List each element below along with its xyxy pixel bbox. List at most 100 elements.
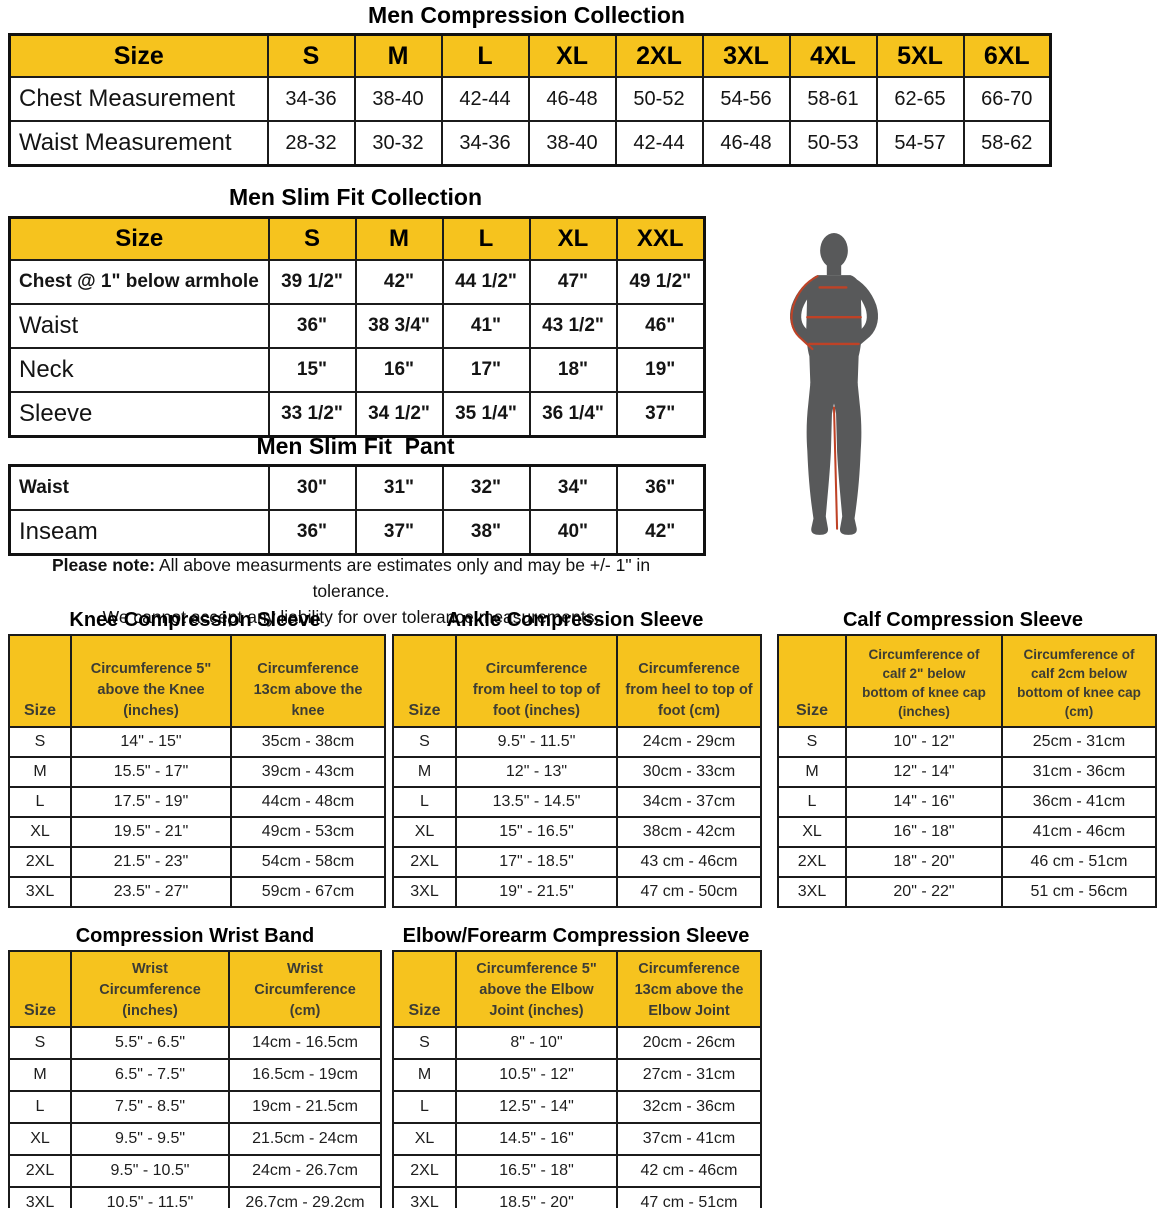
cell: 36 1/4" xyxy=(528,391,618,438)
cell: 24cm - 26.7cm xyxy=(228,1154,382,1188)
row-label: S xyxy=(8,1026,72,1060)
row-label: S xyxy=(392,726,457,758)
header-row: Size Circumference from heel to top of fo… xyxy=(392,634,762,728)
cell: 12.5" - 14" xyxy=(455,1090,618,1124)
ankle-sleeve-title: Ankle Compression Sleeve xyxy=(446,609,704,631)
column-header: 2XL xyxy=(614,33,704,78)
knee-sleeve-title: Knee Compression Sleeve xyxy=(69,609,321,631)
cell: 38-40 xyxy=(353,76,443,122)
cell: 25cm - 31cm xyxy=(1001,726,1157,758)
cell: 34-36 xyxy=(440,120,530,167)
row-label: 3XL xyxy=(392,1186,457,1208)
cell: 58-62 xyxy=(962,120,1052,167)
column-header: Circumference from heel to top of foot (… xyxy=(455,634,618,728)
cell: 34cm - 37cm xyxy=(616,786,762,818)
cell: 14" - 15" xyxy=(70,726,232,758)
cell: 15" xyxy=(267,347,357,393)
row-label: XL xyxy=(392,816,457,848)
cell: 24cm - 29cm xyxy=(616,726,762,758)
row-label: XL xyxy=(8,1122,72,1156)
column-header: 6XL xyxy=(962,33,1052,78)
table-row: 2XL 9.5" - 10.5" 24cm - 26.7cm xyxy=(8,1154,382,1188)
cell: 58-61 xyxy=(788,76,878,122)
cell: 66-70 xyxy=(962,76,1052,122)
table-row: L 13.5" - 14.5" 34cm - 37cm xyxy=(392,786,762,818)
cell: 36" xyxy=(267,509,357,556)
men-slim-pant-table: Waist 30" 31" 32" 34" 36" Inseam 36" 37" 38" 40" 42… xyxy=(8,464,706,556)
note-line1: All above measurments are estimates only… xyxy=(155,555,651,601)
ankle-sleeve-table: Size Circumference from heel to top of fo… xyxy=(392,634,762,908)
cell: 20cm - 26cm xyxy=(616,1026,762,1060)
table-row: M 10.5" - 12" 27cm - 31cm xyxy=(392,1058,762,1092)
table-row: M 6.5" - 7.5" 16.5cm - 19cm xyxy=(8,1058,382,1092)
table-row: XL 9.5" - 9.5" 21.5cm - 24cm xyxy=(8,1122,382,1156)
header-row: Size S M L XL XXL xyxy=(8,216,706,261)
row-label: M xyxy=(392,756,457,788)
cell: 31cm - 36cm xyxy=(1001,756,1157,788)
table-row: 2XL 21.5" - 23" 54cm - 58cm xyxy=(8,846,386,878)
row-label: XL xyxy=(392,1122,457,1156)
row-label: Neck xyxy=(8,347,270,393)
cell: 7.5" - 8.5" xyxy=(70,1090,230,1124)
row-label: Sleeve xyxy=(8,391,270,438)
row-label: 2XL xyxy=(392,846,457,878)
table-row: XL 19.5" - 21" 49cm - 53cm xyxy=(8,816,386,848)
row-label: 3XL xyxy=(8,876,72,908)
elbow-sleeve-title: Elbow/Forearm Compression Sleeve xyxy=(402,925,750,947)
row-label: 2XL xyxy=(8,846,72,878)
cell: 17" xyxy=(441,347,531,393)
row-label: M xyxy=(8,1058,72,1092)
cell: 31" xyxy=(354,464,444,511)
header-row: Size S M L XL 2XL 3XL 4XL 5XL 6XL xyxy=(8,33,1052,78)
cell: 43 1/2" xyxy=(528,303,618,349)
row-label: Chest Measurement xyxy=(8,76,269,122)
table-row: Chest @ 1" below armhole 39 1/2" 42" 44 1/2… xyxy=(8,259,706,305)
row-label: Waist Measurement xyxy=(8,120,269,167)
cell: 38-40 xyxy=(527,120,617,167)
table-row: S 14" - 15" 35cm - 38cm xyxy=(8,726,386,758)
row-label: S xyxy=(392,1026,457,1060)
column-header: L xyxy=(440,33,530,78)
column-header: Size xyxy=(8,634,72,728)
row-label: XL xyxy=(8,816,72,848)
column-header: Circumference 5" above the Knee (inches) xyxy=(70,634,232,728)
cell: 42" xyxy=(354,259,444,305)
cell: 51 cm - 56cm xyxy=(1001,876,1157,908)
cell: 15.5" - 17" xyxy=(70,756,232,788)
knee-sleeve-table: Size Circumference 5" above the Knee (inc… xyxy=(8,634,386,908)
cell: 35 1/4" xyxy=(441,391,531,438)
cell: 50-52 xyxy=(614,76,704,122)
cell: 46-48 xyxy=(527,76,617,122)
cell: 32cm - 36cm xyxy=(616,1090,762,1124)
column-header: Circumference from heel to top of foot (… xyxy=(616,634,762,728)
table-row: M 12" - 14" 31cm - 36cm xyxy=(777,756,1157,788)
cell: 30" xyxy=(267,464,357,511)
cell: 19" - 21.5" xyxy=(455,876,618,908)
silhouette-neck xyxy=(826,262,842,276)
row-label: Waist xyxy=(8,464,270,511)
cell: 41cm - 46cm xyxy=(1001,816,1157,848)
table-row: Inseam 36" 37" 38" 40" 42" xyxy=(8,509,706,556)
table-row: XL 16" - 18" 41cm - 46cm xyxy=(777,816,1157,848)
cell: 59cm - 67cm xyxy=(230,876,386,908)
men-slim-fit-table: Size S M L XL XXL Chest @ 1" below armhole 39 1… xyxy=(8,216,706,438)
cell: 36cm - 41cm xyxy=(1001,786,1157,818)
cell: 15" - 16.5" xyxy=(455,816,618,848)
table-row: Neck 15" 16" 17" 18" 19" xyxy=(8,347,706,393)
cell: 42 cm - 46cm xyxy=(616,1154,762,1188)
cell: 19" xyxy=(615,347,706,393)
cell: 38 3/4" xyxy=(354,303,444,349)
cell: 10.5" - 11.5" xyxy=(70,1186,230,1208)
cell: 47 cm - 50cm xyxy=(616,876,762,908)
wrist-band-title: Compression Wrist Band xyxy=(75,925,315,947)
cell: 10.5" - 12" xyxy=(455,1058,618,1092)
column-header: 5XL xyxy=(875,33,965,78)
column-header: Circumference of calf 2cm below bottom o… xyxy=(1001,634,1157,728)
wrist-band-table: Size Wrist Circumference (inches) Wrist Ci… xyxy=(8,950,382,1208)
cell: 21.5" - 23" xyxy=(70,846,232,878)
cell: 34" xyxy=(528,464,618,511)
cell: 33 1/2" xyxy=(267,391,357,438)
table-row: Chest Measurement 34-36 38-40 42-44 46-48 50-… xyxy=(8,76,1052,122)
table-row: S 10" - 12" 25cm - 31cm xyxy=(777,726,1157,758)
